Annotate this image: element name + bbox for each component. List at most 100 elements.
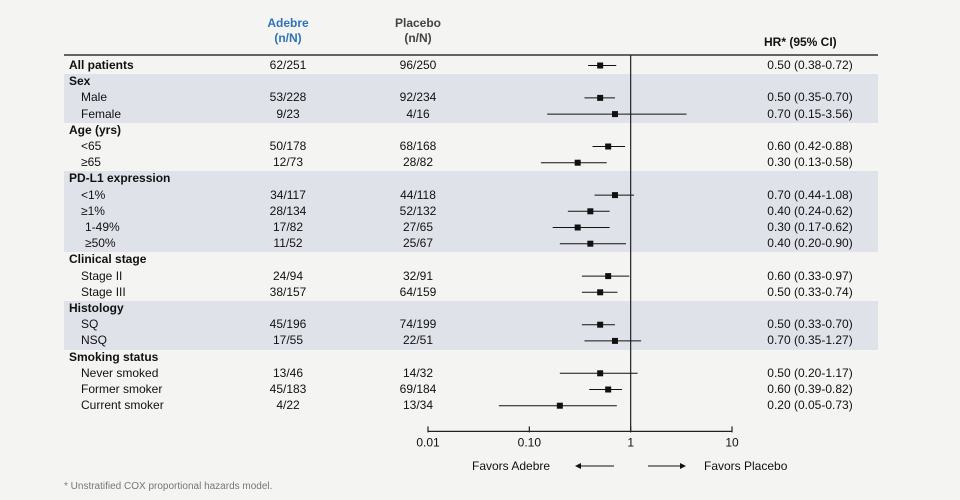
row-label: Never smoked [81,365,159,380]
subgroup-heading: Smoking status [69,349,159,364]
row-band [64,171,878,253]
placebo-events: 64/159 [399,284,437,299]
treatment-events: 45/196 [269,317,307,332]
hazard-ratio-text: 0.30 (0.13-0.58) [767,155,853,170]
hazard-ratio-text: 0.50 (0.20-1.17) [767,365,853,380]
treatment-events: 28/134 [269,203,307,218]
row-label: <1% [81,187,106,202]
placebo-column-header: Placebo (n/N) [368,16,468,46]
hazard-ratio-text: 0.40 (0.24-0.62) [767,203,853,218]
row-label: ≥50% [85,236,116,251]
subgroup-heading: Sex [69,74,91,89]
hr-column-header: HR* (95% CI) [764,35,837,49]
row-label: Current smoker [81,398,164,413]
subgroup-heading: Histology [69,301,124,315]
placebo-events: 27/65 [402,220,434,234]
placebo-events: 14/32 [402,365,434,380]
row-label: ≥65 [81,155,101,170]
hr-marker [597,321,604,328]
treatment-events: 13/46 [272,365,304,380]
placebo-events: 32/91 [402,268,434,283]
favors-placebo-label: Favors Placebo [704,459,788,473]
hr-marker [597,370,604,377]
placebo-events: 25/67 [402,236,434,251]
treatment-events: 4/22 [276,398,300,413]
hazard-ratio-text: 0.50 (0.33-0.74) [767,284,853,299]
treatment-name: Adebre [267,16,309,30]
row-label: ≥1% [81,203,105,218]
arrow-left-head [575,463,581,469]
footnote: * Unstratified COX proportional hazards … [64,481,273,492]
treatment-events: 24/94 [272,268,304,283]
treatment-events: 45/183 [269,382,307,396]
row-label: Stage II [81,268,123,283]
row-label: All patients [69,58,134,72]
hr-marker [611,337,618,344]
x-tick-label: 10 [725,435,739,449]
arrow-right-head [680,463,686,469]
treatment-events: 34/117 [270,187,306,202]
hr-marker [611,192,618,199]
treatment-events: 11/52 [273,236,303,251]
treatment-events: 12/73 [272,155,304,170]
hr-marker [611,111,618,118]
placebo-events: 22/51 [402,333,434,348]
hr-marker [587,240,594,247]
hazard-ratio-text: 0.50 (0.35-0.70) [767,90,853,105]
hr-marker [597,62,604,69]
subgroup-heading: PD-L1 expression [69,171,171,186]
hazard-ratio-text: 0.30 (0.17-0.62) [767,220,853,234]
placebo-events: 96/250 [399,58,437,72]
placebo-events: 28/82 [402,155,434,170]
hazard-ratio-text: 0.70 (0.15-3.56) [767,106,853,121]
placebo-events: 68/168 [399,139,437,153]
hazard-ratio-text: 0.60 (0.39-0.82) [767,382,853,396]
hr-marker [574,224,581,231]
x-tick-label: 1 [627,435,634,449]
placebo-events: 74/199 [399,317,437,332]
row-label: <65 [81,139,102,153]
hazard-ratio-text: 0.60 (0.33-0.97) [767,268,853,283]
treatment-events: 62/251 [269,58,307,72]
row-band [64,301,878,350]
treatment-events: 53/228 [269,90,307,105]
subgroup-heading: Clinical stage [69,252,147,267]
treatment-events: 50/178 [269,139,307,153]
hr-marker [597,289,604,296]
row-label: 1-49% [85,220,120,234]
row-label: Stage III [81,284,126,299]
placebo-events: 44/118 [400,187,436,202]
placebo-events: 13/34 [402,398,434,413]
hazard-ratio-text: 0.50 (0.38-0.72) [767,58,853,72]
placebo-sub: (n/N) [404,31,432,45]
hazard-ratio-text: 0.60 (0.42-0.88) [767,139,853,153]
favors-treatment-label: Favors Adebre [472,459,551,473]
hr-marker [556,402,563,409]
treatment-events: 17/55 [272,333,304,348]
hr-marker [597,94,604,101]
subgroup-heading: Age (yrs) [69,122,122,137]
hazard-ratio-text: 0.20 (0.05-0.73) [767,398,853,413]
hazard-ratio-text: 0.70 (0.44-1.08) [767,187,853,202]
hr-marker [605,386,612,393]
hr-marker [605,273,612,280]
hazard-ratio-text: 0.70 (0.35-1.27) [767,333,853,348]
row-band [64,74,878,123]
placebo-events: 52/132 [399,203,437,218]
treatment-column-header: Adebre (n/N) [238,16,338,46]
placebo-events: 92/234 [399,90,437,105]
row-label: Former smoker [81,382,163,396]
hr-marker [587,208,594,215]
row-label: SQ [81,317,99,332]
x-tick-label: 0.01 [416,435,440,449]
row-label: Male [81,90,108,105]
placebo-name: Placebo [394,16,442,30]
treatment-sub: (n/N) [274,31,302,45]
placebo-events: 69/184 [399,382,437,396]
hazard-ratio-text: 0.40 (0.20-0.90) [767,236,853,251]
hr-marker [605,143,612,150]
x-tick-label: 0.10 [518,435,542,449]
treatment-events: 9/23 [276,106,300,121]
